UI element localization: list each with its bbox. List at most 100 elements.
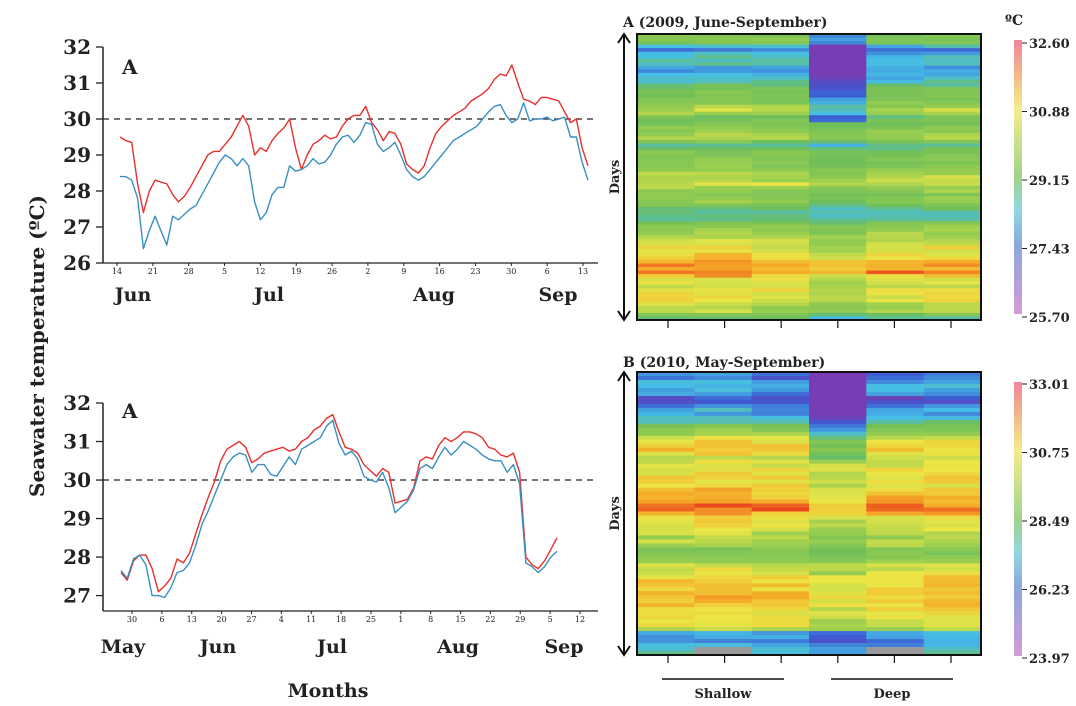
heatmap-cell [751,491,810,496]
heatmap-cell [923,189,982,194]
month-label: May [101,636,146,658]
heatmap-cell [866,507,925,512]
heatmap-frame [636,33,982,321]
heatmap-cell [751,90,810,95]
heatmap-cell [751,539,810,544]
heatmap-cell [751,72,810,77]
heatmap-cell [694,607,753,612]
month-label: Sep [538,284,577,306]
heatmap-cell [923,635,982,640]
heatmap-cell [694,443,753,449]
heatmap-cell [809,555,867,560]
y-tick-label: 27 [63,584,91,608]
heatmap-cell [866,214,925,218]
colorbar-tick-label: 30.75 [1029,447,1070,462]
heatmap-cell [809,395,867,401]
x-tick-label: 30 [506,267,516,276]
heatmap-cell [637,571,695,576]
heatmap-cell [866,228,925,233]
y-tick-label: 29 [63,507,91,531]
heatmap-cell [923,559,982,564]
heatmap-cell [751,178,810,183]
heatmap-cell [923,210,982,215]
heatmap-cell [694,136,753,141]
heatmap-cell [866,447,925,453]
heatmap-cell [923,515,982,520]
month-label: Aug [412,284,455,306]
heatmap-cell [923,607,982,612]
heatmap-cell [694,471,753,477]
heatmap-cell [809,623,867,628]
heatmap-cell [637,196,695,201]
heatmap-cell [751,150,810,155]
heatmap-cell [751,224,810,229]
colorbar [1014,40,1022,314]
heatmap-cell [809,627,867,632]
heatmap-cell [751,427,810,433]
heatmap-cell [809,189,867,194]
heatmap-cell [637,451,695,457]
heatmap-cell [694,439,753,445]
heatmap-cell [923,41,982,45]
heatmap-cell [694,503,753,508]
heatmap-cell [637,419,695,425]
heatmap-cell [694,651,753,656]
heatmap-cell [637,499,695,504]
heatmap-cell [809,150,867,155]
heatmap-cell [866,55,925,60]
heatmap-cell [694,210,753,215]
heatmap-cell [923,146,982,151]
heatmap-cell [809,515,867,520]
heatmap-cell [637,199,695,204]
heatmap-cell [751,185,810,190]
heatmap-cell [694,643,753,648]
heatmap-cell [866,379,925,385]
heatmap-cell [637,231,695,236]
heatmap-cell [923,284,982,289]
heatmap-cell [637,55,695,60]
x-tick-label: 29 [515,615,525,624]
heatmap-cell [751,471,810,477]
heatmap-cell [637,104,695,109]
heatmap-cell [809,547,867,552]
heatmap-cell [866,411,925,417]
heatmap-cell [923,535,982,540]
heatmap-cell [751,94,810,98]
heatmap-cell [866,259,925,264]
heatmap-cell [751,495,810,500]
heatmap-cell [866,44,925,49]
heatmap-cell [866,139,925,144]
heatmap-cell [694,34,753,38]
heatmap-cell [694,150,753,155]
heatmap-cell [751,547,810,552]
heatmap-cell [923,575,982,580]
heatmap-cell [751,143,810,148]
heatmap-cell [809,86,867,91]
heatmap-cell [637,575,695,580]
heatmap-cell [694,499,753,504]
heatmap-cell [866,111,925,116]
heatmap-cell [923,503,982,508]
heatmap-cell [694,475,753,481]
heatmap-cell [751,171,810,176]
heatmap-cell [866,115,925,120]
heatmap-cell [637,210,695,215]
heatmap-cell [866,69,925,74]
heatmap-cell [809,495,867,500]
heatmap-cell [751,288,810,293]
heatmap-cell [866,161,925,166]
heatmap-cell [694,451,753,457]
heatmap-cell [923,603,982,608]
heatmap-cell [751,399,810,405]
heatmap-cell [809,284,867,289]
heatmap-cell [866,41,925,45]
days-label: Days [608,160,623,195]
heatmap-cell [923,563,982,568]
heatmap-cell [923,495,982,500]
heatmap-2010: B (2010, May-September) Days 33.01 30.75 2… [608,355,1070,702]
heatmap-cell [809,62,867,67]
heatmap-cell [809,583,867,588]
x-tick-label: 26 [327,267,337,276]
heatmap-cell [751,267,810,271]
group-label-shallow: Shallow [694,687,752,702]
